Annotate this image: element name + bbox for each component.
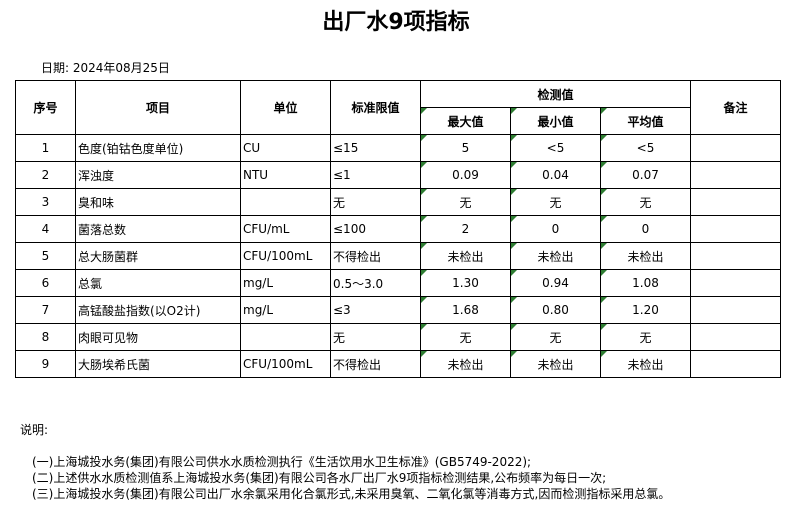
cell-no: 5 — [15, 242, 76, 270]
cell-remark — [690, 242, 781, 270]
cell-max: 无 — [420, 188, 511, 216]
notes-label: 说明: — [20, 423, 49, 437]
cell-avg: 0 — [600, 215, 691, 243]
cell-min: 0.80 — [510, 296, 601, 324]
cell-limit: 0.5～3.0 — [330, 269, 421, 297]
cell-limit: 不得检出 — [330, 350, 421, 378]
cell-avg: 1.08 — [600, 269, 691, 297]
cell-unit: CFU/100mL — [240, 350, 331, 378]
header-item: 项目 — [75, 80, 241, 135]
page-title: 出厂水9项指标 — [322, 10, 470, 35]
cell-unit: mg/L — [240, 269, 331, 297]
cell-unit — [240, 188, 331, 216]
cell-item: 浑浊度 — [75, 161, 241, 189]
cell-limit: 无 — [330, 323, 421, 351]
cell-remark — [690, 161, 781, 189]
table-row: 9 大肠埃希氏菌 CFU/100mL 不得检出 未检出 未检出 未检出 — [15, 350, 781, 378]
cell-unit: CFU/mL — [240, 215, 331, 243]
table-row: 2 浑浊度 NTU ≤1 0.09 0.04 0.07 — [15, 161, 781, 189]
table-row: 5 总大肠菌群 CFU/100mL 不得检出 未检出 未检出 未检出 — [15, 242, 781, 270]
table-row: 3 臭和味无无无无 — [15, 188, 781, 216]
cell-unit: CU — [240, 134, 331, 162]
note-item: (一)上海城投水务(集团)有限公司供水水质检测执行《生活饮用水卫生标准》(GB5… — [32, 455, 532, 469]
cell-min: <5 — [510, 134, 601, 162]
cell-avg: 0.07 — [600, 161, 691, 189]
cell-max: 未检出 — [420, 350, 511, 378]
cell-max: 0.09 — [420, 161, 511, 189]
cell-item: 大肠埃希氏菌 — [75, 350, 241, 378]
cell-avg: 未检出 — [600, 242, 691, 270]
header-remark: 备注 — [690, 80, 781, 135]
cell-no: 7 — [15, 296, 76, 324]
cell-remark — [690, 269, 781, 297]
cell-avg: 无 — [600, 323, 691, 351]
cell-avg: 未检出 — [600, 350, 691, 378]
table-row: 6 总氯 mg/L 0.5～3.0 1.30 0.94 1.08 — [15, 269, 781, 297]
cell-item: 总氯 — [75, 269, 241, 297]
cell-limit: ≤3 — [330, 296, 421, 324]
cell-min: 无 — [510, 188, 601, 216]
cell-min: 未检出 — [510, 242, 601, 270]
cell-min: 0.04 — [510, 161, 601, 189]
note-item: (三)上海城投水务(集团)有限公司出厂水余氯采用化合氯形式,未采用臭氧、二氧化氯… — [32, 487, 671, 501]
header-unit: 单位 — [240, 80, 331, 135]
header-min: 最小值 — [510, 107, 601, 135]
cell-avg: <5 — [600, 134, 691, 162]
table-row: 8 肉眼可见物无无无无 — [15, 323, 781, 351]
cell-unit: mg/L — [240, 296, 331, 324]
header-limit: 标准限值 — [330, 80, 421, 135]
cell-no: 3 — [15, 188, 76, 216]
cell-remark — [690, 350, 781, 378]
cell-unit — [240, 323, 331, 351]
cell-remark — [690, 323, 781, 351]
cell-min: 0 — [510, 215, 601, 243]
cell-unit: CFU/100mL — [240, 242, 331, 270]
cell-max: 2 — [420, 215, 511, 243]
cell-max: 1.30 — [420, 269, 511, 297]
notes: 说明: (一)上海城投水务(集团)有限公司供水水质检测执行《生活饮用水卫生标准》… — [20, 422, 670, 502]
cell-max: 无 — [420, 323, 511, 351]
note-item: (二)上述供水水质检测值系上海城投水务(集团)有限公司各水厂出厂水9项指标检测结… — [32, 471, 607, 485]
cell-limit: 不得检出 — [330, 242, 421, 270]
cell-item: 菌落总数 — [75, 215, 241, 243]
cell-no: 1 — [15, 134, 76, 162]
header-avg: 平均值 — [600, 107, 691, 135]
cell-item: 臭和味 — [75, 188, 241, 216]
header-no: 序号 — [15, 80, 76, 135]
cell-min: 0.94 — [510, 269, 601, 297]
cell-item: 肉眼可见物 — [75, 323, 241, 351]
water-quality-table: 序号 项目 单位 标准限值 检测值 备注 最大值 最小值 平均值 1 色度(铂钴色… — [15, 80, 781, 378]
cell-no: 4 — [15, 215, 76, 243]
cell-item: 总大肠菌群 — [75, 242, 241, 270]
cell-avg: 无 — [600, 188, 691, 216]
cell-min: 未检出 — [510, 350, 601, 378]
cell-remark — [690, 215, 781, 243]
cell-no: 2 — [15, 161, 76, 189]
cell-limit: ≤15 — [330, 134, 421, 162]
cell-limit: ≤100 — [330, 215, 421, 243]
cell-remark — [690, 296, 781, 324]
table-row: 1 色度(铂钴色度单位) CU ≤15 5 <5 <5 — [15, 134, 781, 162]
cell-no: 9 — [15, 350, 76, 378]
header-max: 最大值 — [420, 107, 511, 135]
table-row: 4 菌落总数 CFU/mL ≤100 2 0 0 — [15, 215, 781, 243]
cell-remark — [690, 188, 781, 216]
cell-min: 无 — [510, 323, 601, 351]
cell-item: 色度(铂钴色度单位) — [75, 134, 241, 162]
report-date: 日期: 2024年08月25日 — [41, 61, 170, 75]
cell-limit: ≤1 — [330, 161, 421, 189]
cell-item: 高锰酸盐指数(以O2计) — [75, 296, 241, 324]
cell-no: 6 — [15, 269, 76, 297]
cell-remark — [690, 134, 781, 162]
table-row: 7 高锰酸盐指数(以O2计) mg/L ≤3 1.68 0.80 1.20 — [15, 296, 781, 324]
cell-avg: 1.20 — [600, 296, 691, 324]
cell-no: 8 — [15, 323, 76, 351]
cell-unit: NTU — [240, 161, 331, 189]
cell-max: 1.68 — [420, 296, 511, 324]
cell-max: 未检出 — [420, 242, 511, 270]
cell-max: 5 — [420, 134, 511, 162]
header-measured: 检测值 — [420, 80, 691, 108]
cell-limit: 无 — [330, 188, 421, 216]
